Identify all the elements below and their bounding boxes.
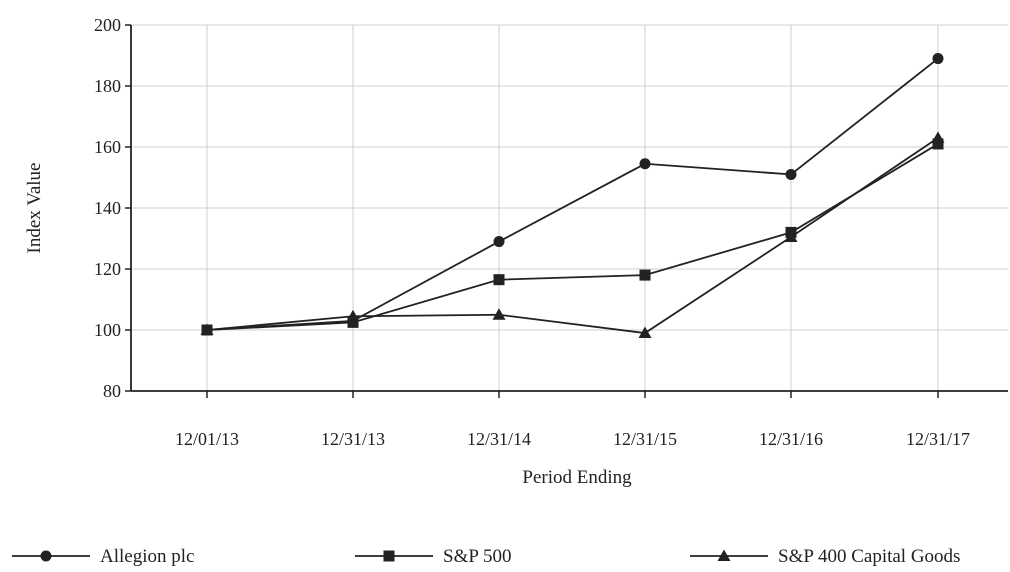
legend-marker-circle [40, 550, 52, 562]
y-tick-label: 80 [103, 381, 121, 401]
legend-label: S&P 400 Capital Goods [778, 546, 960, 567]
y-tick-label: 120 [94, 259, 121, 279]
data-point-square [493, 274, 505, 286]
y-tick-label: 180 [94, 76, 121, 96]
data-point-circle [932, 53, 944, 65]
y-axis-title: Index Value [24, 163, 45, 254]
data-point-square [639, 269, 651, 281]
x-tick-label: 12/31/15 [613, 429, 677, 449]
data-point-triangle [784, 230, 798, 242]
x-axis-title: Period Ending [522, 467, 632, 488]
x-tick-label: 12/31/13 [321, 429, 385, 449]
data-point-triangle [638, 326, 652, 339]
data-point-triangle [200, 323, 214, 335]
series-s-p-500 [201, 138, 944, 336]
series-s-p-400-capital-goods [200, 131, 945, 339]
x-tick-label: 12/31/14 [467, 429, 531, 449]
y-tick-label: 140 [94, 198, 121, 218]
series-allegion-plc [201, 53, 944, 336]
legend-label: S&P 500 [443, 546, 511, 567]
data-point-triangle [346, 309, 360, 322]
data-point-circle [493, 236, 505, 248]
y-tick-label: 200 [94, 15, 121, 35]
data-point-circle [639, 158, 651, 170]
series-line [206, 57, 939, 331]
y-axis-ticks: 80 100 120 140 160 180 200 [94, 15, 131, 401]
data-point-circle [785, 168, 797, 180]
x-tick-label: 12/31/16 [759, 429, 823, 449]
data-point-triangle [931, 131, 945, 143]
legend-item: Allegion plc [12, 546, 194, 567]
series-line [206, 137, 939, 334]
data-point-square [347, 316, 359, 328]
x-axis-ticks: 12/01/13 12/31/13 12/31/14 12/31/15 12/31/16… [175, 391, 970, 449]
x-tick-label: 12/31/17 [906, 429, 970, 449]
data-point-triangle [492, 308, 506, 320]
x-tick-label: 12/01/13 [175, 429, 239, 449]
data-point-square [932, 138, 944, 150]
y-tick-label: 160 [94, 137, 121, 157]
y-tick-label: 100 [94, 320, 121, 340]
legend-item: S&P 400 Capital Goods [690, 546, 960, 567]
grid-lines [131, 24, 1008, 391]
legend-item: S&P 500 [355, 546, 511, 567]
legend-marker-square [383, 550, 395, 562]
legend: Allegion plc S&P 500 S&P 400 Capital Goods [12, 546, 960, 567]
series-group [200, 53, 945, 339]
series-line [206, 143, 939, 331]
legend-marker-triangle [717, 549, 731, 561]
legend-label: Allegion plc [100, 546, 194, 567]
